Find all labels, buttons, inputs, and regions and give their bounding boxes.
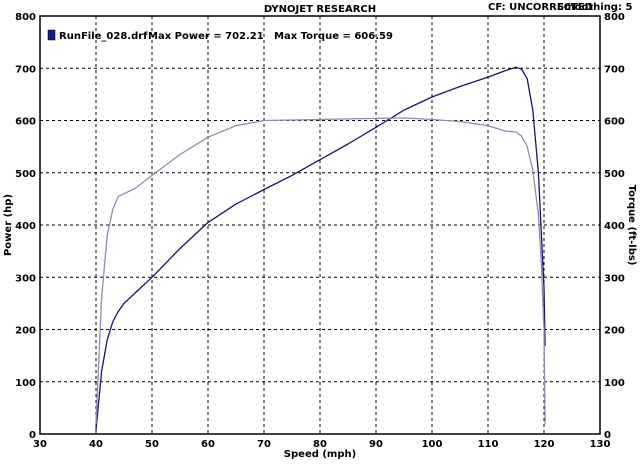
chart-title: DYNOJET RESEARCH bbox=[264, 4, 376, 15]
series-lines bbox=[95, 66, 546, 431]
right-y-tick-label: 400 bbox=[604, 221, 625, 232]
plot-frame bbox=[39, 15, 601, 435]
right-axis-title: Torque (ft-lbs) bbox=[626, 185, 637, 266]
legend-max-torque: Max Torque = 606.59 bbox=[274, 31, 393, 42]
x-tick-label: 80 bbox=[313, 439, 327, 450]
right-y-tick-label: 300 bbox=[604, 273, 625, 284]
x-tick-label: 40 bbox=[89, 439, 103, 450]
x-tick-label: 60 bbox=[201, 439, 215, 450]
legend-run-file: RunFile_028.drf bbox=[59, 31, 148, 42]
x-tick-label: 30 bbox=[33, 439, 47, 450]
left-y-tick-label: 200 bbox=[15, 326, 36, 337]
left-axis-title: Power (hp) bbox=[3, 194, 14, 256]
legend-max-power: Max Power = 702.21 bbox=[148, 31, 264, 42]
left-y-tick-label: 300 bbox=[15, 273, 36, 284]
x-tick-label: 70 bbox=[257, 439, 271, 450]
x-tick-label: 120 bbox=[534, 439, 555, 450]
left-y-tick-label: 0 bbox=[29, 430, 36, 441]
smoothing-label: Smoothing: 5 bbox=[557, 2, 632, 13]
right-y-tick-label: 800 bbox=[604, 12, 625, 23]
x-tick-label: 110 bbox=[478, 439, 499, 450]
left-y-tick-label: 500 bbox=[15, 169, 36, 180]
left-y-tick-label: 600 bbox=[15, 117, 36, 128]
right-y-tick-label: 700 bbox=[604, 64, 625, 75]
right-y-tick-label: 100 bbox=[604, 378, 625, 389]
x-tick-label: 130 bbox=[590, 439, 611, 450]
right-y-tick-label: 200 bbox=[604, 326, 625, 337]
x-tick-label: 100 bbox=[422, 439, 443, 450]
x-tick-label: 90 bbox=[369, 439, 383, 450]
x-tick-label: 50 bbox=[145, 439, 159, 450]
left-y-tick-label: 800 bbox=[15, 12, 36, 23]
legend-swatch bbox=[47, 29, 56, 41]
left-y-tick-label: 400 bbox=[15, 221, 36, 232]
left-y-tick-label: 700 bbox=[15, 64, 36, 75]
correction-factor-label: CF: UNCORRECTED bbox=[488, 2, 593, 13]
right-y-tick-label: 0 bbox=[604, 430, 611, 441]
series-torque-line bbox=[95, 117, 546, 425]
series-power-line bbox=[95, 66, 546, 431]
right-y-tick-label: 500 bbox=[604, 169, 625, 180]
left-y-tick-label: 100 bbox=[15, 378, 36, 389]
right-y-tick-label: 600 bbox=[604, 117, 625, 128]
x-axis-title: Speed (mph) bbox=[284, 449, 356, 460]
